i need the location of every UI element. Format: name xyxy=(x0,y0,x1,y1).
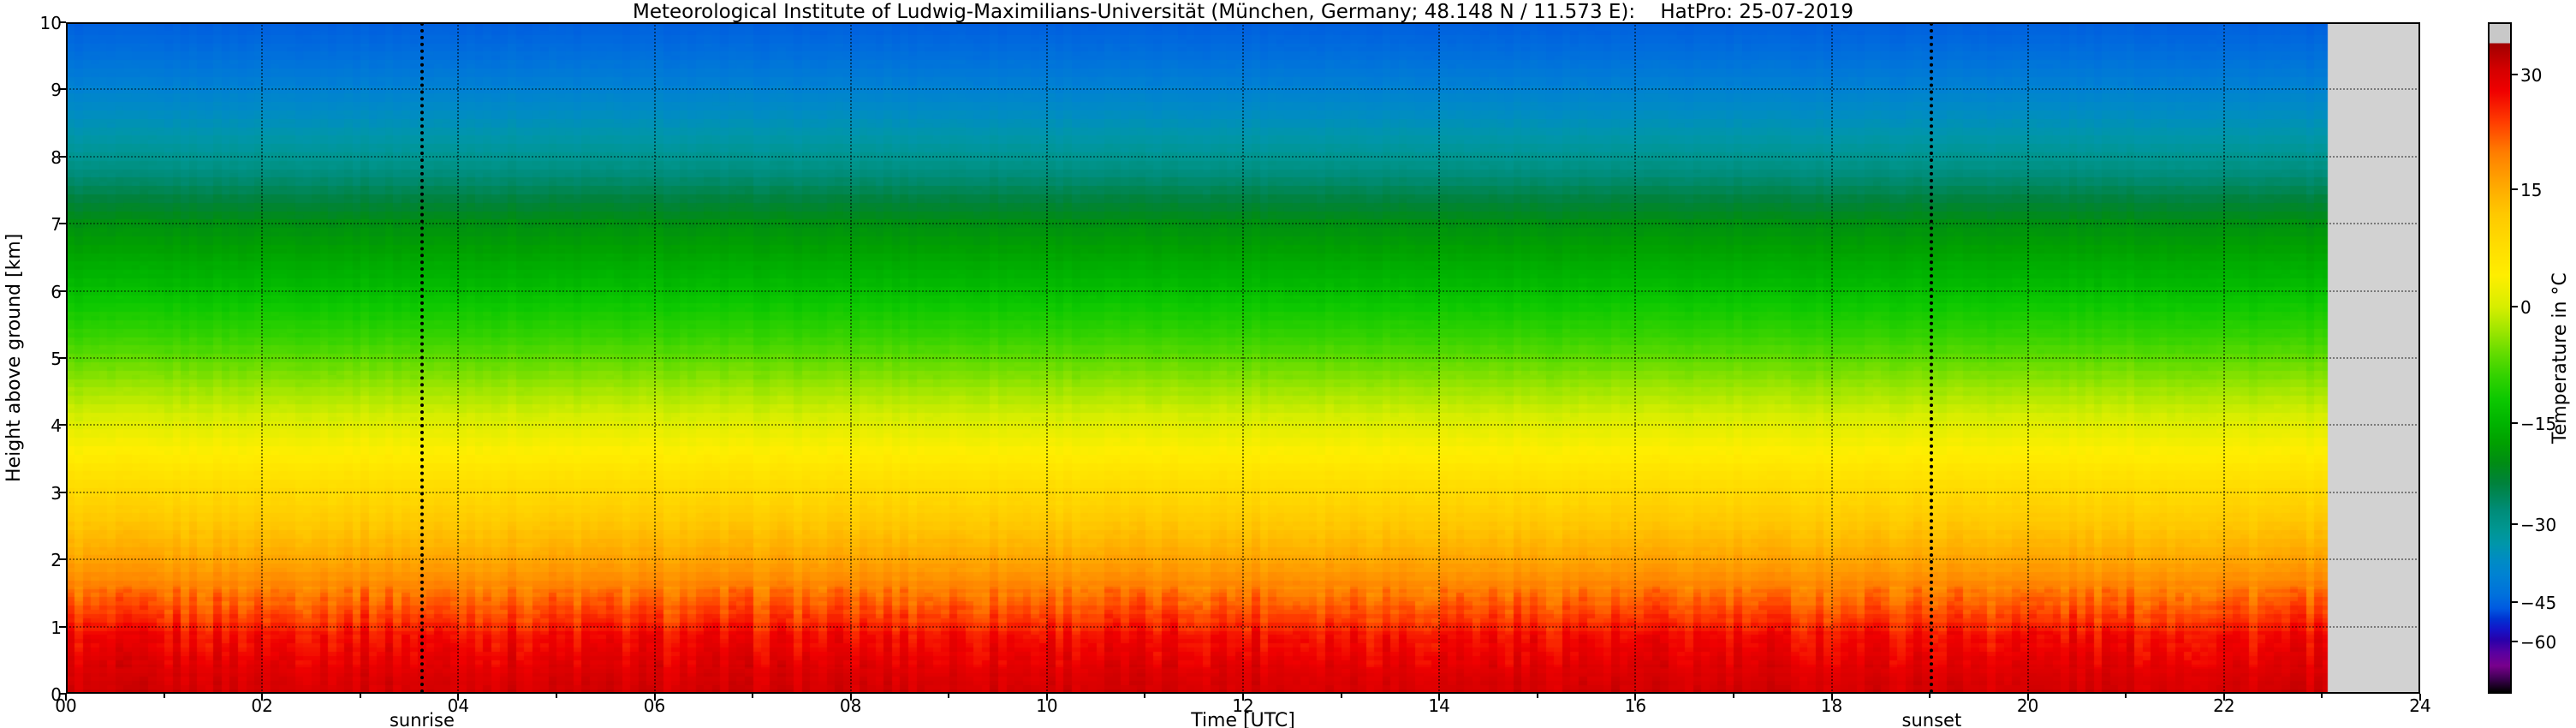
colorbar-label: Temperature in °C xyxy=(2549,272,2571,444)
y-tick-label: 10 xyxy=(39,13,62,33)
y-tick-label: 9 xyxy=(51,80,62,101)
x-tick-mark xyxy=(65,694,67,701)
x-tick-mark xyxy=(653,694,656,701)
x-minor-tick-mark xyxy=(2321,694,2323,698)
y-tick-mark xyxy=(59,88,66,91)
y-tick-label: 6 xyxy=(51,281,62,302)
colorbar-tick-mark xyxy=(2512,523,2518,526)
y-tick-label: 3 xyxy=(51,482,62,504)
y-tick-mark xyxy=(59,491,66,493)
x-minor-tick-mark xyxy=(1929,694,1931,698)
colorbar-tick-label: −45 xyxy=(2520,592,2557,613)
y-tick-label: 7 xyxy=(51,214,62,236)
x-tick-mark xyxy=(2419,694,2421,701)
colorbar-tick-label: −30 xyxy=(2520,515,2557,536)
colorbar-tick-mark xyxy=(2512,600,2518,603)
x-axis-label: Time [UTC] xyxy=(1191,710,1295,728)
y-tick-mark xyxy=(59,155,66,158)
colorbar-tick-label: −15 xyxy=(2520,414,2557,435)
colorbar-tick-label: −60 xyxy=(2520,631,2557,653)
x-tick-mark xyxy=(1242,694,1244,701)
colorbar-tick-label: 15 xyxy=(2520,180,2543,201)
y-tick-mark xyxy=(59,558,66,561)
y-tick-mark xyxy=(59,357,66,359)
x-tick-mark xyxy=(1438,694,1441,701)
plot-area xyxy=(66,22,2420,694)
colorbar-tick-mark xyxy=(2512,305,2518,307)
x-minor-tick-mark xyxy=(1732,694,1734,698)
x-minor-tick-mark xyxy=(2125,694,2127,698)
colorbar-tick-mark xyxy=(2512,422,2518,425)
y-tick-mark xyxy=(59,693,66,695)
sunrise-line xyxy=(419,22,424,694)
colorbar-tick-label: 0 xyxy=(2520,296,2531,318)
x-tick-mark xyxy=(2026,694,2029,701)
y-tick-mark xyxy=(59,289,66,292)
sunset-label: sunset xyxy=(1901,710,1962,728)
x-tick-mark xyxy=(849,694,852,701)
y-tick-mark xyxy=(59,424,66,427)
x-tick-mark xyxy=(2222,694,2225,701)
y-tick-label: 0 xyxy=(51,684,62,705)
y-tick-label: 2 xyxy=(51,550,62,571)
colorbar-tick-mark xyxy=(2512,188,2518,191)
x-tick-mark xyxy=(261,694,264,701)
x-minor-tick-mark xyxy=(1536,694,1538,698)
y-tick-mark xyxy=(59,223,66,225)
heatmap-canvas xyxy=(66,22,2420,694)
x-tick-mark xyxy=(1634,694,1637,701)
y-tick-label: 8 xyxy=(51,146,62,168)
colorbar-tick-mark xyxy=(2512,74,2518,76)
x-minor-tick-mark xyxy=(1340,694,1342,698)
colorbar-gradient xyxy=(2490,24,2510,692)
x-tick-mark xyxy=(1830,694,1833,701)
x-tick-mark xyxy=(1045,694,1048,701)
x-minor-tick-mark xyxy=(1144,694,1146,698)
y-tick-mark xyxy=(59,21,66,23)
x-tick-mark xyxy=(457,694,460,701)
x-minor-tick-mark xyxy=(948,694,950,698)
chart-title: Meteorological Institute of Ludwig-Maxim… xyxy=(632,1,1854,23)
y-tick-mark xyxy=(59,625,66,628)
y-axis-label: Height above ground [km] xyxy=(3,233,25,483)
sunrise-label: sunrise xyxy=(389,710,455,728)
y-tick-label: 1 xyxy=(51,617,62,638)
colorbar-tick-label: 30 xyxy=(2520,65,2543,87)
colorbar-tick-mark xyxy=(2512,640,2518,642)
sunset-line xyxy=(1930,22,1934,694)
y-tick-label: 4 xyxy=(51,415,62,437)
colorbar xyxy=(2488,22,2512,694)
x-minor-tick-mark xyxy=(163,694,165,698)
y-tick-label: 5 xyxy=(51,349,62,369)
x-minor-tick-mark xyxy=(359,694,361,698)
x-minor-tick-mark xyxy=(555,694,557,698)
x-minor-tick-mark xyxy=(752,694,754,698)
